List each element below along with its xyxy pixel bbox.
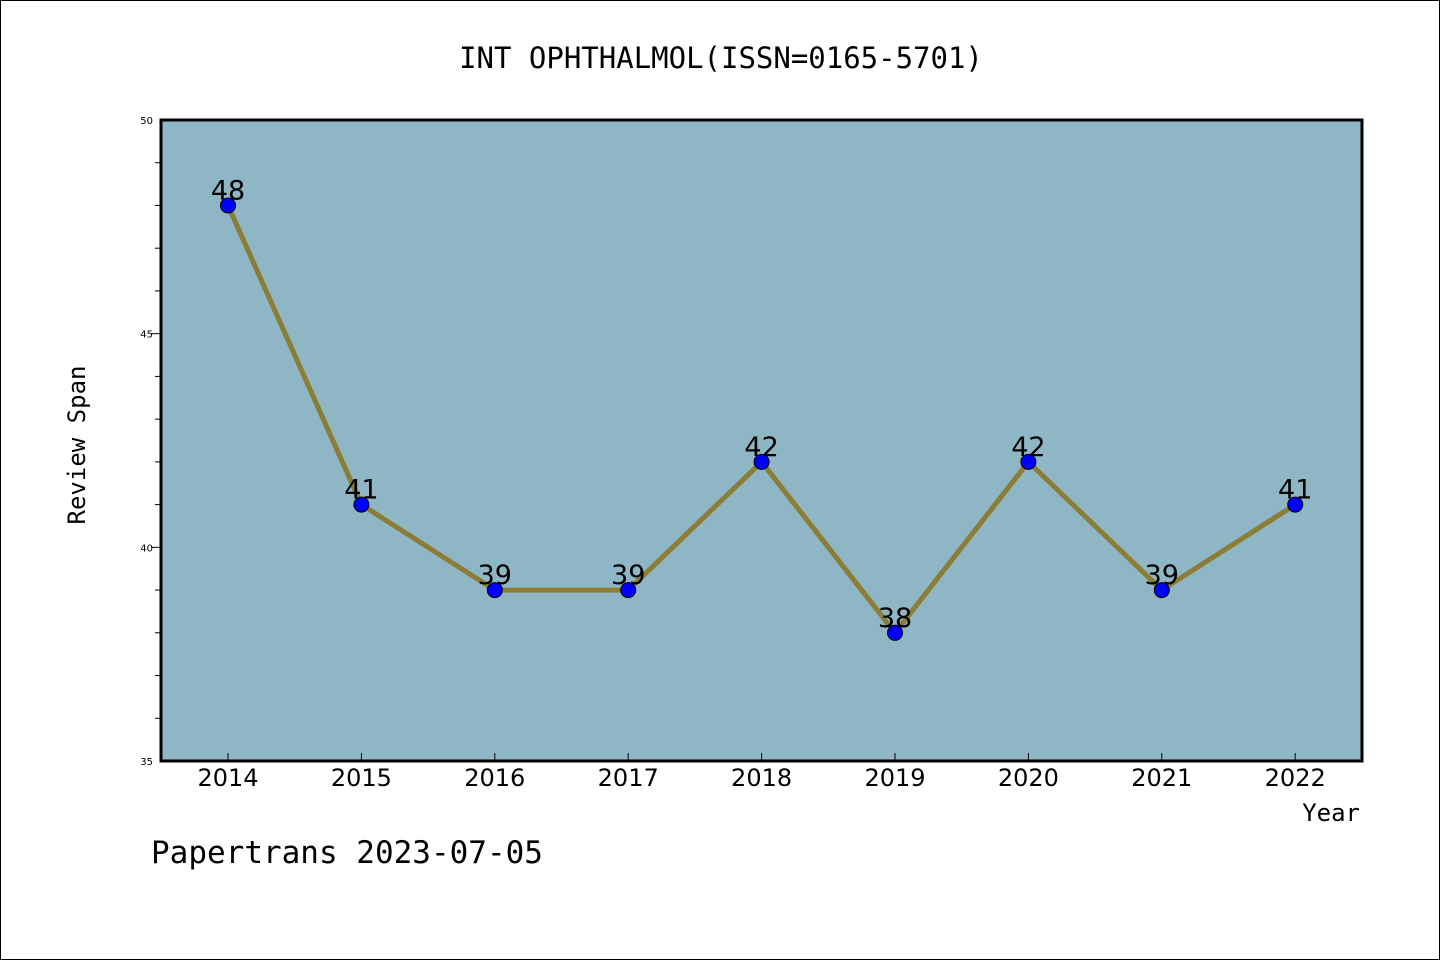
x-axis-label: Year [1302, 799, 1360, 827]
x-tick-label: 2021 [1131, 764, 1192, 792]
data-label: 48 [211, 175, 245, 206]
x-tick-label: 2022 [1265, 764, 1326, 792]
y-tick-label: 35 [140, 757, 153, 768]
x-tick-label: 2020 [998, 764, 1059, 792]
data-point [620, 582, 637, 599]
plot-area [161, 120, 1362, 761]
plot-frame [159, 118, 1364, 763]
x-tick-label: 2016 [464, 764, 525, 792]
x-axis: 2014 2015 2016 2017 2018 2019 2020 2021 2022 [197, 753, 1326, 792]
x-tick-label: 2015 [331, 764, 392, 792]
x-tick-label: 2018 [731, 764, 792, 792]
data-label: 39 [1145, 560, 1179, 591]
y-tick-label: 40 [140, 543, 153, 554]
data-point [1287, 496, 1304, 513]
y-tick-label: 50 [140, 116, 153, 127]
y-axis: 35 40 45 50 [140, 116, 161, 768]
x-tick-label: 2014 [197, 764, 258, 792]
data-label: 41 [1278, 475, 1312, 506]
data-point [753, 453, 770, 470]
data-point [353, 496, 370, 513]
data-label: 42 [1011, 432, 1045, 463]
data-label: 38 [878, 603, 912, 634]
data-label: 39 [478, 560, 512, 591]
footer-note: Papertrans 2023-07-05 [151, 835, 543, 871]
data-point [887, 624, 903, 641]
data-point [220, 197, 236, 214]
data-point [486, 582, 503, 599]
x-tick-label: 2019 [864, 764, 925, 792]
x-tick-label: 2017 [598, 764, 659, 792]
data-label: 39 [611, 560, 645, 591]
y-tick-label: 45 [140, 330, 153, 341]
data-label: 41 [344, 475, 378, 506]
data-label: 42 [744, 432, 778, 463]
data-point [1153, 582, 1170, 599]
y-axis-label: Review Span [63, 366, 91, 525]
chart-title: INT OPHTHALMOL(ISSN=0165-5701) [459, 41, 983, 75]
series-layer: 48 41 39 39 42 38 42 39 41 [211, 175, 1312, 641]
data-point [1020, 453, 1037, 470]
